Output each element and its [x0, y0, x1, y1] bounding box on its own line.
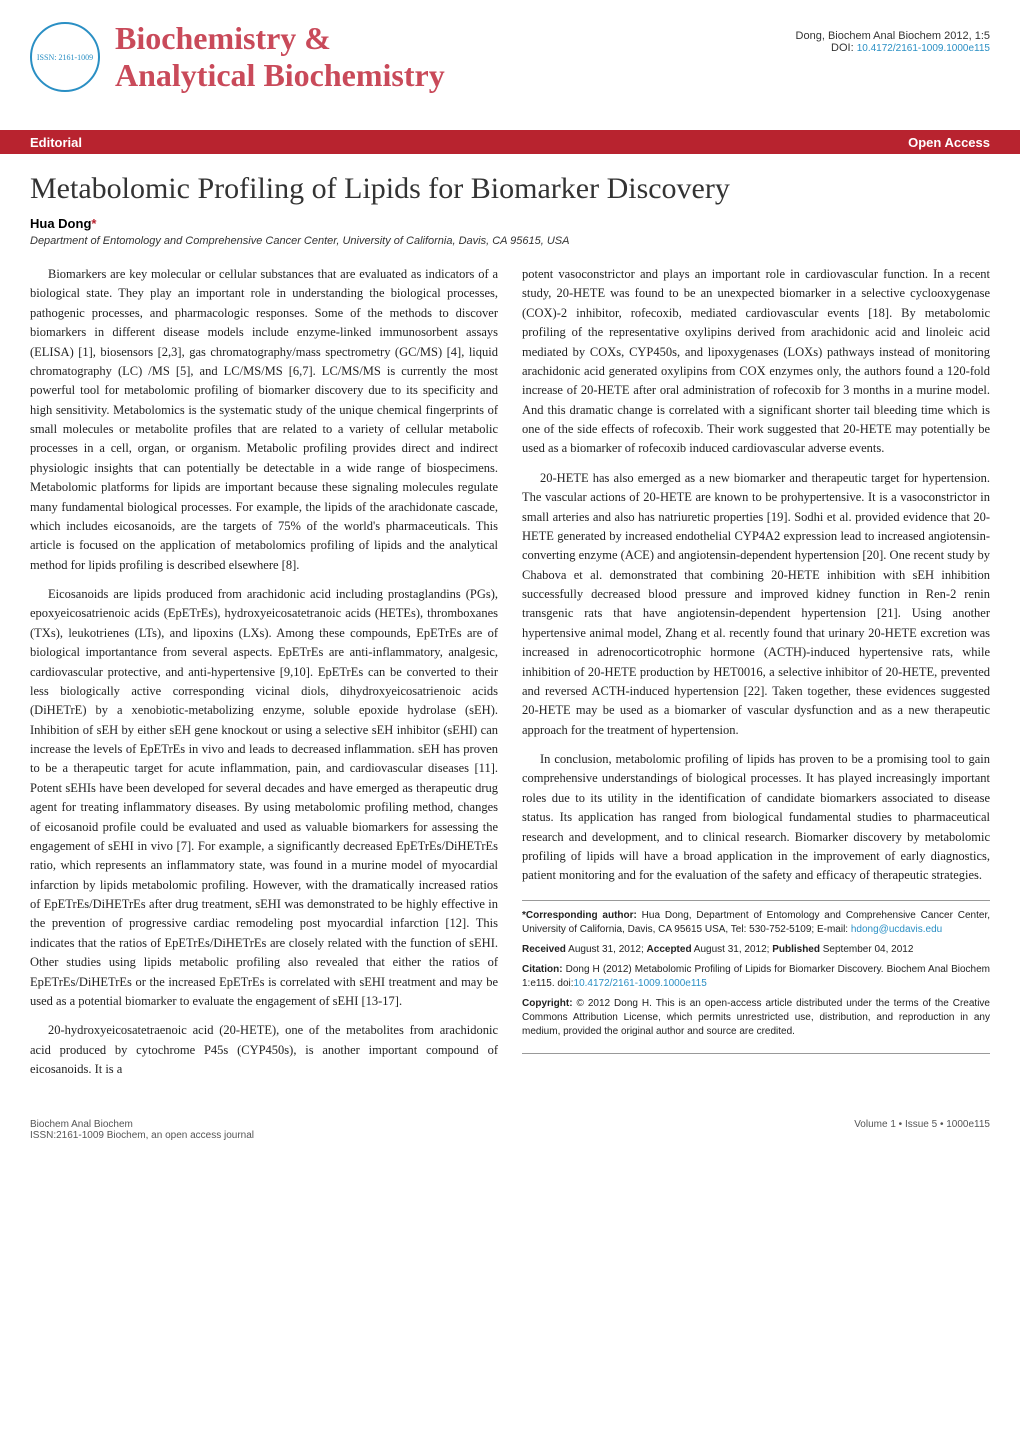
author-star: * [91, 216, 96, 231]
copyright-line: Copyright: © 2012 Dong H. This is an ope… [522, 997, 990, 1039]
published-label: Published [772, 944, 820, 955]
doi-prefix: DOI: [831, 42, 857, 54]
body-paragraph: potent vasoconstrictor and plays an impo… [522, 265, 990, 459]
published-text: September 04, 2012 [820, 944, 913, 955]
section-bar: Editorial Open Access [0, 130, 1020, 154]
body-paragraph: 20-hydroxyeicosatetraenoic acid (20-HETE… [30, 1021, 498, 1079]
journal-title: Biochemistry & Analytical Biochemistry [115, 20, 445, 94]
citation-line: Citation: Dong H (2012) Metabolomic Prof… [522, 963, 990, 991]
header: ISSN: 2161-1009 Biochemistry & Analytica… [0, 0, 1020, 130]
affiliation: Department of Entomology and Comprehensi… [30, 235, 990, 247]
corresponding-label: *Corresponding author: [522, 910, 637, 921]
content-columns: Biomarkers are key molecular or cellular… [0, 265, 1020, 1089]
corresponding-author: *Corresponding author: Hua Dong, Departm… [522, 909, 990, 937]
author-name: Hua Dong* [30, 216, 990, 231]
logo-area: ISSN: 2161-1009 Biochemistry & Analytica… [30, 20, 445, 94]
citation-doi-link[interactable]: 10.4172/2161-1009.1000e115 [574, 978, 707, 989]
article-type: Editorial [30, 135, 82, 150]
header-citation: Dong, Biochem Anal Biochem 2012, 1:5 DOI… [796, 30, 990, 54]
body-paragraph: Biomarkers are key molecular or cellular… [30, 265, 498, 575]
journal-title-line2: Analytical Biochemistry [115, 57, 445, 94]
body-paragraph: In conclusion, metabolomic profiling of … [522, 750, 990, 886]
footer: Biochem Anal Biochem ISSN:2161-1009 Bioc… [0, 1089, 1020, 1161]
journal-title-line1: Biochemistry & [115, 20, 445, 57]
citation-line: Dong, Biochem Anal Biochem 2012, 1:5 [796, 30, 990, 42]
footer-right: Volume 1 • Issue 5 • 1000e115 [854, 1119, 990, 1141]
footer-left: Biochem Anal Biochem ISSN:2161-1009 Bioc… [30, 1119, 254, 1141]
corresponding-email-link[interactable]: hdong@ucdavis.edu [851, 924, 942, 935]
doi-line: DOI: 10.4172/2161-1009.1000e115 [796, 42, 990, 54]
access-type: Open Access [908, 135, 990, 150]
author-text: Hua Dong [30, 216, 91, 231]
journal-logo-icon: ISSN: 2161-1009 [30, 22, 100, 92]
dates-line: Received August 31, 2012; Accepted Augus… [522, 943, 990, 957]
accepted-label: Accepted [647, 944, 692, 955]
doi-link[interactable]: 10.4172/2161-1009.1000e115 [857, 43, 990, 54]
body-paragraph: Eicosanoids are lipids produced from ara… [30, 585, 498, 1011]
accepted-text: August 31, 2012; [692, 944, 773, 955]
received-label: Received [522, 944, 566, 955]
citation-label: Citation: [522, 964, 563, 975]
right-column: potent vasoconstrictor and plays an impo… [522, 265, 990, 1089]
body-paragraph: 20-HETE has also emerged as a new biomar… [522, 469, 990, 740]
logo-issn: ISSN: 2161-1009 [37, 53, 93, 62]
article-title: Metabolomic Profiling of Lipids for Biom… [30, 172, 990, 206]
received-text: August 31, 2012; [566, 944, 647, 955]
left-column: Biomarkers are key molecular or cellular… [30, 265, 498, 1089]
footer-journal-abbrev: Biochem Anal Biochem [30, 1119, 254, 1130]
footer-issn: ISSN:2161-1009 Biochem, an open access j… [30, 1130, 254, 1141]
page: ISSN: 2161-1009 Biochemistry & Analytica… [0, 0, 1020, 1161]
copyright-text: © 2012 Dong H. This is an open-access ar… [522, 998, 990, 1037]
info-box: *Corresponding author: Hua Dong, Departm… [522, 900, 990, 1054]
copyright-label: Copyright: [522, 998, 573, 1009]
